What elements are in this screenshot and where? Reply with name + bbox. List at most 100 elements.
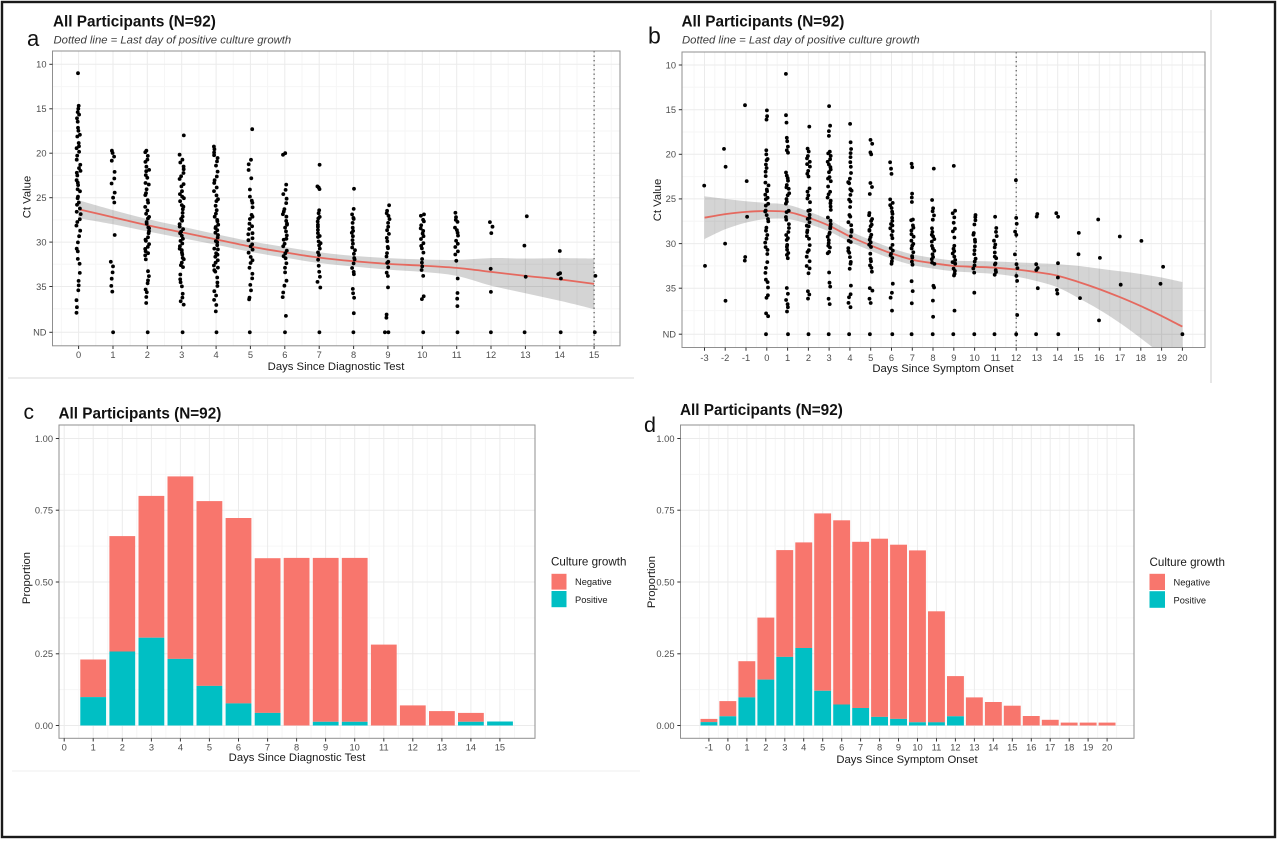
svg-text:a: a [27,26,40,51]
svg-text:Dotted line = Last day of posi: Dotted line = Last day of positive cultu… [682,35,920,47]
svg-text:7: 7 [317,350,322,360]
svg-text:30: 30 [666,239,676,249]
svg-text:11: 11 [991,353,1001,363]
svg-text:17: 17 [1115,353,1125,363]
svg-text:-1: -1 [705,743,713,753]
svg-text:3: 3 [782,743,787,753]
svg-text:20: 20 [1102,743,1112,753]
svg-text:10: 10 [666,60,676,70]
svg-text:4: 4 [801,743,806,753]
svg-text:Culture growth: Culture growth [551,556,626,569]
svg-text:1.00: 1.00 [656,434,674,444]
svg-text:ND: ND [663,330,677,340]
svg-text:7: 7 [910,353,915,363]
svg-text:5: 5 [868,353,873,363]
svg-text:-1: -1 [742,353,750,363]
svg-text:10: 10 [417,350,427,360]
svg-text:Days Since Symptom Onset: Days Since Symptom Onset [836,754,978,766]
svg-text:15: 15 [666,105,676,115]
svg-text:0.50: 0.50 [35,577,53,587]
svg-text:15: 15 [1007,743,1017,753]
svg-text:2: 2 [145,350,150,360]
svg-text:2: 2 [763,743,768,753]
svg-text:3: 3 [149,743,154,753]
svg-text:15: 15 [589,350,599,360]
svg-text:10: 10 [912,743,922,753]
svg-text:7: 7 [858,743,863,753]
svg-text:9: 9 [385,350,390,360]
svg-text:35: 35 [36,282,46,292]
svg-text:0: 0 [725,743,730,753]
svg-text:0.00: 0.00 [35,721,53,731]
svg-text:6: 6 [889,353,894,363]
svg-text:Proportion: Proportion [21,552,33,604]
svg-text:1: 1 [744,743,749,753]
svg-text:17: 17 [1045,743,1055,753]
svg-text:20: 20 [36,149,46,159]
svg-text:-2: -2 [721,353,729,363]
svg-text:Negative: Negative [1174,578,1211,588]
svg-text:19: 19 [1156,353,1166,363]
svg-text:35: 35 [666,284,676,294]
svg-text:0: 0 [764,353,769,363]
svg-text:Positive: Positive [575,595,608,605]
svg-text:18: 18 [1064,743,1074,753]
svg-text:12: 12 [1011,353,1021,363]
svg-text:3: 3 [179,350,184,360]
svg-text:1: 1 [785,353,790,363]
svg-text:11: 11 [932,743,942,753]
svg-text:Ct Value: Ct Value [652,179,664,222]
svg-text:6: 6 [839,743,844,753]
svg-text:15: 15 [495,743,505,753]
svg-text:b: b [648,23,661,49]
svg-text:0.75: 0.75 [656,506,674,516]
svg-text:20: 20 [1177,353,1187,363]
svg-text:0.25: 0.25 [656,649,674,659]
svg-text:19: 19 [1083,743,1093,753]
svg-text:16: 16 [1094,353,1104,363]
svg-text:6: 6 [236,743,241,753]
svg-text:10: 10 [350,743,360,753]
svg-text:5: 5 [820,743,825,753]
svg-text:16: 16 [1026,743,1036,753]
svg-text:0: 0 [76,350,81,360]
svg-text:13: 13 [437,743,447,753]
svg-text:All Participants (N=92): All Participants (N=92) [680,402,843,419]
svg-text:0.00: 0.00 [656,721,674,731]
svg-text:11: 11 [379,743,389,753]
svg-text:Positive: Positive [1174,595,1207,605]
svg-text:-3: -3 [700,353,708,363]
svg-text:13: 13 [1032,353,1042,363]
svg-text:12: 12 [486,350,496,360]
svg-text:Days Since Symptom Onset: Days Since Symptom Onset [872,363,1014,375]
svg-text:8: 8 [351,350,356,360]
svg-text:25: 25 [36,193,46,203]
svg-text:2: 2 [806,353,811,363]
svg-text:Days Since Diagnostic Test: Days Since Diagnostic Test [229,752,367,764]
svg-text:8: 8 [294,743,299,753]
svg-text:18: 18 [1136,353,1146,363]
svg-text:ND: ND [33,328,47,338]
svg-text:Ct Value: Ct Value [22,176,34,219]
svg-text:All Participants (N=92): All Participants (N=92) [682,14,845,31]
svg-text:14: 14 [1053,353,1063,363]
svg-text:1.00: 1.00 [35,434,53,444]
svg-text:20: 20 [666,150,676,160]
svg-text:14: 14 [555,350,565,360]
svg-text:14: 14 [466,743,476,753]
svg-text:4: 4 [847,353,852,363]
svg-text:25: 25 [666,194,676,204]
svg-text:6: 6 [282,350,287,360]
svg-text:9: 9 [323,743,328,753]
svg-text:Days Since Diagnostic Test: Days Since Diagnostic Test [268,361,406,373]
svg-text:0.25: 0.25 [35,649,53,659]
svg-text:4: 4 [214,350,219,360]
svg-text:15: 15 [36,104,46,114]
svg-text:4: 4 [178,743,183,753]
svg-text:9: 9 [951,353,956,363]
svg-text:All Participants (N=92): All Participants (N=92) [53,14,216,31]
svg-text:1: 1 [91,743,96,753]
svg-text:8: 8 [930,353,935,363]
svg-text:Negative: Negative [575,577,612,587]
svg-text:Dotted line = Last day of posi: Dotted line = Last day of positive cultu… [54,35,292,47]
